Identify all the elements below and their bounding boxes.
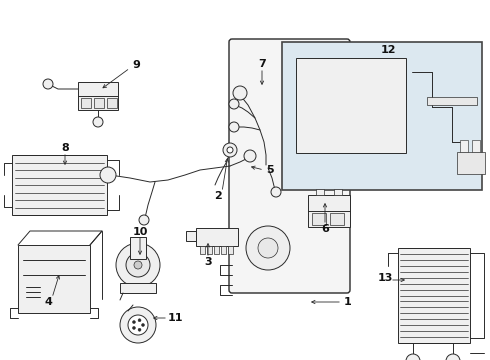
Text: 13: 13 [377, 273, 392, 283]
Text: 7: 7 [258, 59, 266, 69]
Bar [427, 97, 477, 105]
Circle shape [120, 307, 156, 343]
Circle shape [128, 315, 148, 335]
Bar [330, 213, 344, 225]
Bar [282, 42, 482, 190]
Circle shape [138, 319, 141, 322]
Circle shape [132, 320, 135, 324]
Circle shape [271, 187, 281, 197]
Bar [78, 82, 118, 110]
Text: 2: 2 [214, 191, 222, 201]
Circle shape [126, 253, 150, 277]
Circle shape [298, 60, 314, 76]
Circle shape [142, 324, 145, 327]
Circle shape [223, 143, 237, 157]
Bar [214, 246, 219, 254]
Text: 5: 5 [266, 165, 274, 175]
Bar [460, 140, 468, 152]
Text: 6: 6 [321, 224, 329, 234]
Circle shape [93, 117, 103, 127]
FancyBboxPatch shape [229, 39, 350, 293]
Bar [18, 245, 90, 313]
Text: 9: 9 [132, 60, 140, 70]
Bar [228, 246, 233, 254]
Bar [457, 152, 485, 174]
Circle shape [244, 150, 256, 162]
Circle shape [446, 354, 460, 360]
Circle shape [258, 238, 278, 258]
Bar [196, 228, 238, 246]
Text: 3: 3 [204, 257, 212, 267]
Bar [94, 98, 104, 108]
Circle shape [138, 328, 141, 331]
Circle shape [100, 167, 116, 183]
Circle shape [132, 327, 135, 329]
Bar [120, 283, 156, 293]
Circle shape [43, 79, 53, 89]
Text: 11: 11 [167, 313, 183, 323]
Circle shape [233, 86, 247, 100]
Bar [316, 189, 324, 195]
Bar [334, 189, 342, 195]
Bar [186, 231, 196, 241]
Text: 10: 10 [132, 227, 147, 237]
Bar [221, 246, 226, 254]
Text: 12: 12 [380, 45, 396, 55]
Bar [296, 58, 406, 153]
Bar [472, 140, 480, 152]
Bar [107, 98, 117, 108]
Circle shape [406, 354, 420, 360]
Circle shape [139, 215, 149, 225]
Circle shape [229, 99, 239, 109]
Circle shape [116, 243, 160, 287]
Bar [207, 246, 212, 254]
Circle shape [227, 147, 233, 153]
Text: 8: 8 [61, 143, 69, 153]
Text: 1: 1 [344, 297, 352, 307]
Bar [130, 237, 146, 259]
Bar [312, 213, 326, 225]
Text: 4: 4 [44, 297, 52, 307]
Bar [81, 98, 91, 108]
Circle shape [246, 226, 290, 270]
Bar [200, 246, 205, 254]
Bar [398, 248, 470, 343]
Circle shape [229, 122, 239, 132]
Bar [308, 195, 350, 227]
Circle shape [134, 261, 142, 269]
Bar [12, 155, 107, 215]
